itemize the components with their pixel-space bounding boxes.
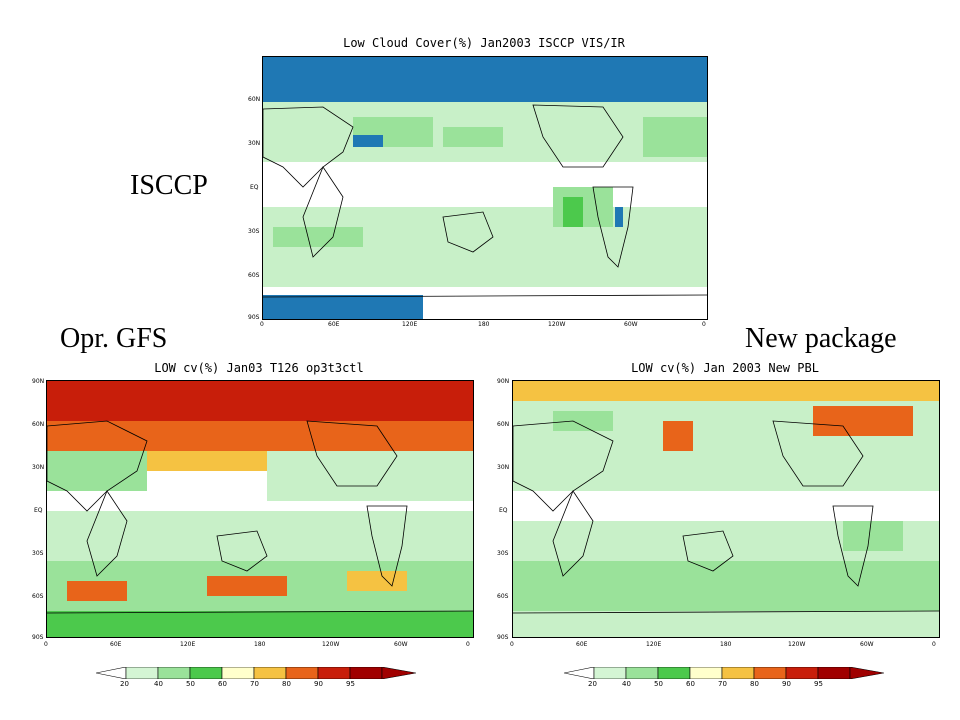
lat-label: 90S	[32, 634, 44, 641]
label-opr-gfs: Opr. GFS	[60, 323, 168, 354]
colorbar-right-label: 90	[782, 680, 791, 688]
lon-label: 180	[720, 641, 732, 648]
lat-label: 60S	[32, 593, 44, 600]
lon-label: 0	[260, 321, 264, 328]
lon-label: 0	[510, 641, 514, 648]
lon-label: 0	[932, 641, 936, 648]
lat-label: 90S	[497, 634, 509, 641]
map-isccp	[262, 56, 708, 320]
map-title-isccp: Low Cloud Cover(%) Jan2003 ISCCP VIS/IR	[343, 36, 625, 50]
lon-label: 180	[254, 641, 266, 648]
lat-label: 90N	[32, 378, 45, 385]
lat-label: 60N	[497, 421, 510, 428]
colorbar-left-svg	[95, 666, 417, 680]
colorbar-left-label: 60	[218, 680, 227, 688]
map-title-opr-gfs: LOW cv(%) Jan03 T126 op3t3ctl	[154, 361, 364, 375]
lon-label: 120E	[180, 641, 196, 648]
lat-label: 60N	[32, 421, 45, 428]
lon-label: 60E	[576, 641, 588, 648]
lon-label: 60W	[624, 321, 638, 328]
colorbar-right-label: 50	[654, 680, 663, 688]
map-new-pbl-svg	[513, 381, 939, 637]
lat-label: 30N	[32, 464, 45, 471]
map-opr-gfs-svg	[47, 381, 473, 637]
map-new-pbl	[512, 380, 940, 638]
map-isccp-svg	[263, 57, 707, 319]
lon-label: 0	[466, 641, 470, 648]
colorbar-left-label: 80	[282, 680, 291, 688]
colorbar-left	[95, 666, 417, 680]
lon-label: 120E	[646, 641, 662, 648]
lon-label: 0	[44, 641, 48, 648]
lat-label: 60S	[248, 272, 260, 279]
colorbar-right	[563, 666, 885, 680]
colorbar-right-label: 80	[750, 680, 759, 688]
map-opr-gfs	[46, 380, 474, 638]
lon-label: 60W	[394, 641, 408, 648]
lat-label: 30S	[248, 228, 260, 235]
lat-label: 30N	[248, 140, 261, 147]
lon-label: 0	[702, 321, 706, 328]
lat-label: EQ	[34, 507, 43, 514]
colorbar-left-label: 40	[154, 680, 163, 688]
colorbar-right-label: 60	[686, 680, 695, 688]
lon-label: 60E	[110, 641, 122, 648]
colorbar-right-label: 40	[622, 680, 631, 688]
colorbar-left-label: 50	[186, 680, 195, 688]
lat-label: 90S	[248, 314, 260, 321]
lat-label: 90N	[497, 378, 510, 385]
lon-label: 60E	[328, 321, 340, 328]
lat-label: 60S	[497, 593, 509, 600]
colorbar-left-label: 90	[314, 680, 323, 688]
lat-label: 30S	[32, 550, 44, 557]
lon-label: 120W	[548, 321, 566, 328]
lon-label: 180	[478, 321, 490, 328]
lat-label: EQ	[250, 184, 259, 191]
lat-label: 30N	[497, 464, 510, 471]
lon-label: 120W	[788, 641, 806, 648]
colorbar-left-label: 95	[346, 680, 355, 688]
colorbar-right-label: 70	[718, 680, 727, 688]
lon-label: 60W	[860, 641, 874, 648]
lat-label: 60N	[248, 96, 261, 103]
lon-label: 120E	[402, 321, 418, 328]
map-title-new-pbl: LOW cv(%) Jan 2003 New PBL	[631, 361, 819, 375]
lon-label: 120W	[322, 641, 340, 648]
lat-label: EQ	[499, 507, 508, 514]
label-new-package: New package	[745, 323, 897, 354]
label-isccp: ISCCP	[130, 170, 208, 201]
colorbar-left-label: 20	[120, 680, 129, 688]
colorbar-right-label: 95	[814, 680, 823, 688]
colorbar-right-svg	[563, 666, 885, 680]
colorbar-left-label: 70	[250, 680, 259, 688]
colorbar-right-label: 20	[588, 680, 597, 688]
lat-label: 30S	[497, 550, 509, 557]
